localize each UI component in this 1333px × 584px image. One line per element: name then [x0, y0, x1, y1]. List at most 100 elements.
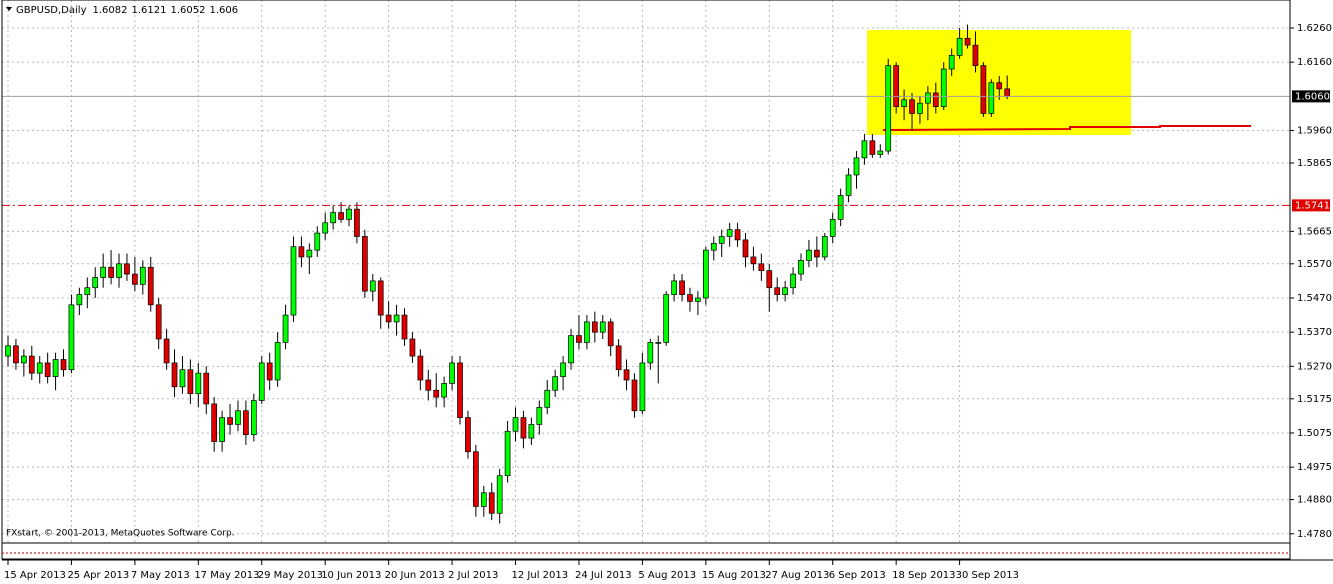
candle-body: [132, 273, 138, 285]
x-tick-label: 18 Sep 2013: [892, 570, 955, 581]
candle-body: [956, 37, 963, 56]
candle-body: [441, 383, 447, 398]
candle-body: [790, 273, 796, 289]
symbol: GBPUSD,Daily: [16, 5, 87, 16]
candle-body: [76, 294, 83, 306]
y-tick-label: 1.6260: [1297, 23, 1332, 34]
y-tick-label: 1.5570: [1297, 259, 1332, 270]
candle-body: [5, 345, 11, 357]
candle-body: [607, 321, 614, 347]
candle-body: [219, 417, 225, 442]
candle-body: [322, 222, 329, 234]
x-tick-label: 15 Apr 2013: [4, 570, 66, 581]
candle-body: [274, 342, 281, 381]
candle-body: [750, 256, 757, 265]
x-tick-label: 27 Aug 2013: [765, 570, 829, 581]
candle-body: [68, 304, 75, 371]
candle-body: [211, 403, 218, 442]
candle-body: [457, 362, 463, 418]
candle-body: [520, 417, 527, 439]
y-tick-label: 1.5270: [1297, 361, 1332, 372]
level-box: [1292, 199, 1330, 212]
menu-arrow[interactable]: [6, 7, 12, 11]
candle-body: [687, 294, 693, 302]
candle-body: [584, 321, 590, 343]
candle-body: [187, 369, 194, 395]
chart-frame: [1, 0, 1291, 544]
y-tick-label: 1.5370: [1297, 327, 1332, 338]
chart-title: GBPUSD,Daily 1.6082 1.6121 1.6052 1.606: [16, 5, 238, 16]
high: 1.6121: [132, 5, 167, 16]
candle-body: [560, 362, 566, 377]
x-tick-label: 6 Sep 2013: [829, 570, 886, 581]
candle-body: [996, 82, 1003, 90]
candle-body: [576, 335, 582, 343]
x-tick-label: 17 May 2013: [194, 570, 259, 581]
candle-body: [814, 249, 820, 258]
candle-body: [948, 55, 955, 70]
candle-body: [227, 417, 233, 425]
copyright: FXstart, © 2001-2013, MetaQuotes Softwar…: [6, 529, 235, 539]
candle-body: [401, 314, 408, 340]
y-tick-label: 1.4880: [1297, 495, 1332, 506]
x-tick-label: 2 Jul 2013: [448, 570, 498, 581]
candle-body: [44, 362, 51, 377]
candle-body: [480, 492, 487, 507]
candle-body: [28, 355, 35, 374]
candle-body: [362, 236, 368, 292]
candle-body: [734, 229, 741, 241]
candle-body: [425, 379, 432, 391]
candle-body: [473, 451, 479, 507]
candle-body: [655, 342, 662, 344]
candle-body: [377, 280, 384, 316]
candle-body: [837, 195, 844, 220]
candle-body: [282, 314, 289, 343]
candle-body: [806, 249, 812, 261]
candle-body: [52, 359, 59, 377]
candle-body: [298, 246, 305, 258]
y-tick-label: 1.5665: [1297, 226, 1332, 237]
candle-body: [631, 379, 638, 412]
candle-body: [155, 304, 162, 340]
candle-body: [116, 263, 122, 278]
x-tick-label: 12 Jul 2013: [512, 570, 569, 581]
candle-body: [639, 362, 646, 412]
axes: 1.6260 1.6160 1.5960 1.5865 1.5665 1.5570 1.54…: [4, 23, 1332, 581]
candle-body: [599, 321, 606, 333]
candle-body: [179, 369, 186, 388]
candle-body: [243, 410, 249, 436]
candle-body: [552, 376, 559, 391]
candle-body: [623, 369, 630, 381]
candle-body: [932, 92, 939, 107]
candle-body: [266, 362, 273, 381]
candle-body: [13, 345, 19, 364]
candle-body: [330, 212, 336, 224]
candle-body: [679, 280, 685, 295]
candle-body: [972, 44, 979, 66]
candle-body: [885, 65, 892, 152]
candle-body: [766, 270, 773, 289]
candle-body: [647, 342, 654, 364]
candle-body: [306, 249, 313, 258]
candle-body: [139, 266, 146, 285]
candle-body: [195, 372, 202, 395]
candle-body: [901, 99, 907, 107]
candle-body: [528, 424, 535, 439]
candle-body: [314, 232, 321, 251]
open: 1.6082: [93, 5, 128, 16]
y-tick-label: 1.4780: [1297, 529, 1332, 540]
candle-body: [203, 372, 210, 405]
candle-body: [671, 280, 677, 295]
x-tick-label: 5 Aug 2013: [638, 570, 696, 581]
x-tick-label: 10 Jun 2013: [321, 570, 381, 581]
x-tick-label: 30 Sep 2013: [956, 570, 1019, 581]
candle-body: [84, 287, 91, 295]
candle-body: [568, 335, 574, 364]
candle-body: [742, 239, 749, 258]
candle-body: [21, 355, 27, 364]
candle-body: [869, 140, 876, 155]
candle-body: [338, 212, 344, 220]
candle-body: [235, 410, 241, 425]
overlays: [2, 95, 1290, 206]
